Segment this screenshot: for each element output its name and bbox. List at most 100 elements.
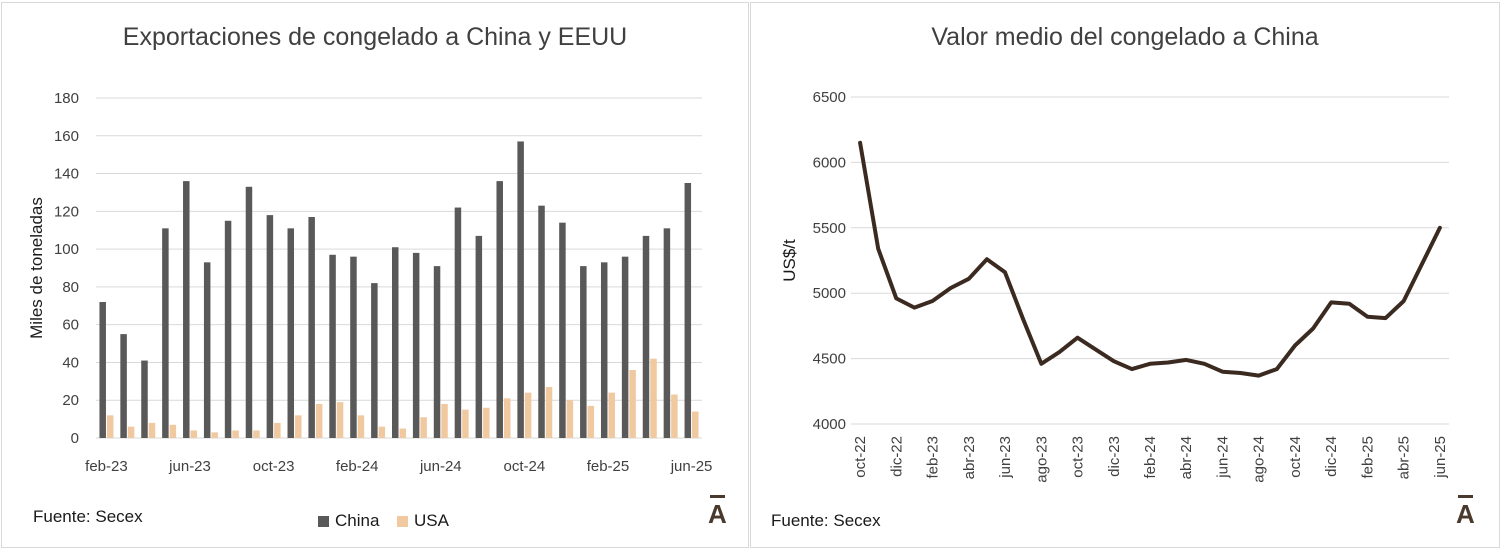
x-tick-label: dic-22	[888, 436, 905, 477]
x-tick-label: dic-24	[1323, 436, 1340, 477]
bar-china	[600, 262, 608, 438]
x-tick-label: feb-24	[1142, 436, 1159, 479]
bar-usa	[378, 426, 386, 438]
x-tick-label: feb-24	[336, 458, 379, 475]
x-tick-label: feb-25	[1359, 436, 1376, 479]
bar-china	[475, 235, 483, 438]
bar-usa	[399, 428, 406, 438]
bar-usa	[524, 392, 532, 438]
bar-usa	[336, 402, 344, 438]
y-tick-label: 5500	[813, 220, 846, 237]
y-axis-title: Miles de toneladas	[27, 197, 46, 339]
bar-china	[141, 360, 148, 438]
y-tick-label: 120	[54, 203, 79, 220]
bar-china	[433, 266, 441, 438]
y-tick-label: 60	[62, 317, 79, 334]
y-tick-label: 20	[62, 392, 79, 409]
x-tick-label: jun-25	[670, 458, 713, 475]
y-tick-label: 40	[62, 354, 79, 371]
bar-china	[350, 256, 357, 438]
bar-china	[329, 254, 336, 438]
brand-logo: A	[708, 495, 727, 530]
bar-china	[496, 181, 503, 438]
bar-usa	[420, 417, 427, 438]
x-tick-label: jun-23	[168, 458, 211, 475]
bar-usa	[566, 400, 574, 438]
y-tick-label: 5000	[813, 285, 846, 302]
bar-usa	[232, 430, 239, 438]
bar-china	[287, 228, 295, 438]
bar-usa	[357, 415, 365, 438]
bar-usa	[671, 394, 678, 438]
y-tick-label: 180	[54, 90, 79, 107]
legend-swatch-china	[318, 515, 329, 527]
left-source-note: Fuente: Secex	[33, 507, 143, 526]
bar-usa	[169, 424, 177, 438]
x-tick-label: oct-23	[1070, 436, 1087, 478]
y-tick-label: 6500	[813, 89, 846, 106]
x-tick-label: jun-24	[419, 458, 462, 475]
x-tick-label: oct-22	[852, 436, 869, 478]
bar-usa	[315, 404, 323, 438]
bar-china	[517, 141, 524, 438]
bar-china	[642, 235, 650, 438]
bar-usa	[462, 409, 469, 438]
bar-china	[120, 334, 127, 438]
bar-china	[183, 181, 190, 438]
y-tick-label: 4500	[813, 351, 846, 368]
x-tick-label: dic-23	[1106, 436, 1123, 477]
bar-china	[162, 228, 169, 438]
x-tick-label: feb-23	[925, 436, 942, 479]
series-line	[858, 140, 1442, 378]
bar-china	[308, 217, 315, 438]
bar-china	[224, 220, 232, 438]
x-tick-label: feb-25	[587, 458, 630, 475]
x-tick-label: oct-23	[253, 458, 295, 475]
bar-usa	[629, 370, 636, 438]
bar-usa	[253, 430, 260, 438]
x-tick-label: jun-23	[997, 436, 1014, 479]
bar-usa	[190, 430, 198, 438]
bar-china	[684, 183, 692, 438]
bar-usa	[608, 392, 615, 438]
bar-china	[203, 262, 211, 438]
bar-usa	[106, 415, 114, 438]
x-tick-label: abr-25	[1396, 436, 1413, 479]
x-tick-label: abr-23	[961, 436, 978, 479]
y-axis-title: US$/t	[780, 239, 799, 282]
left-chart-title: Exportaciones de congelado a China y EEU…	[122, 23, 628, 51]
bar-usa	[148, 422, 156, 438]
line-chart: 4000 4500 5000 5500 6000 6500 US$/t oct-22 dic-2…	[780, 89, 1449, 483]
bar-usa	[545, 387, 553, 438]
legend-label-china: China	[335, 511, 380, 530]
bar-usa	[441, 404, 448, 438]
bar-usa	[503, 398, 511, 438]
x-tick-label: ago-24	[1251, 436, 1268, 483]
bar-usa	[483, 407, 490, 438]
bar-usa	[692, 411, 699, 438]
bar-china	[538, 205, 545, 438]
bar-china	[454, 207, 462, 438]
left-chart-panel: Exportaciones de congelado a China y EEU…	[1, 2, 749, 548]
y-tick-label: 80	[62, 279, 79, 296]
legend-swatch-usa	[397, 515, 408, 527]
x-tick-label: abr-24	[1178, 436, 1195, 479]
legend-usa: USA	[397, 511, 449, 531]
bar-china	[621, 256, 629, 438]
bar-china	[99, 302, 106, 438]
x-tick-label: feb-23	[85, 458, 128, 475]
bar-china	[580, 266, 587, 438]
bar-chart: 0 20 40 60 80 100 120 140 160 180 Miles de tonelad…	[27, 90, 713, 475]
x-tick-label: jun-25	[1432, 436, 1449, 479]
y-tick-label: 160	[54, 128, 79, 145]
x-tick-label: jun-24	[1214, 436, 1231, 479]
bar-usa	[211, 432, 218, 438]
bar-china	[412, 252, 420, 438]
bar-china	[371, 283, 378, 438]
right-source-note: Fuente: Secex	[771, 511, 881, 530]
bar-china	[392, 247, 399, 438]
brand-logo: A	[1456, 495, 1475, 530]
y-tick-label: 0	[71, 430, 79, 447]
legend-china: China	[318, 511, 379, 531]
bar-china	[266, 215, 274, 438]
